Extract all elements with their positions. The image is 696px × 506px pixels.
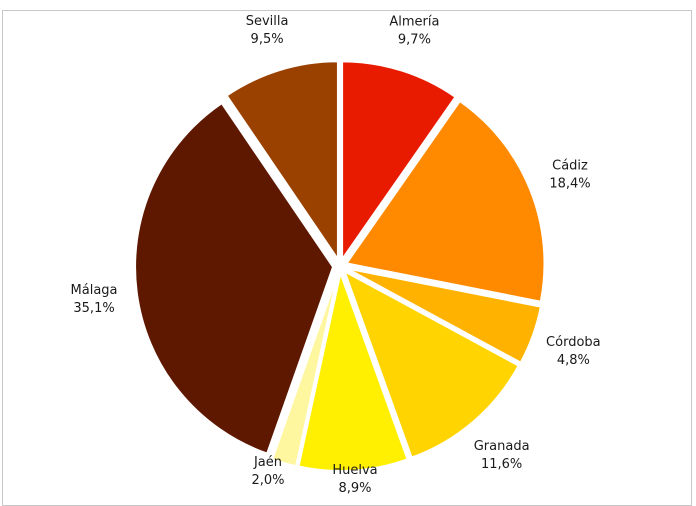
slice-value-granada: 11,6% xyxy=(481,457,522,472)
pie-slice-huelva xyxy=(297,269,409,472)
pie-labels: Almería 9,7% Cádiz 18,4% Córdoba 4,8% Granada 1… xyxy=(71,14,601,496)
slice-value-cadiz: 18,4% xyxy=(549,176,590,191)
slice-value-almeria: 9,7% xyxy=(398,32,431,47)
pie-slice-granada xyxy=(342,269,521,459)
pie-slice-almeria xyxy=(341,60,457,263)
slice-label-malaga: Málaga xyxy=(71,283,118,298)
slice-value-cordoba: 4,8% xyxy=(557,353,590,368)
pie-slice-cadiz xyxy=(344,99,546,303)
slice-label-granada: Granada xyxy=(474,439,530,454)
slice-value-jaen: 2,0% xyxy=(251,473,284,488)
slice-value-sevilla: 9,5% xyxy=(251,32,284,47)
slice-label-sevilla: Sevilla xyxy=(246,14,289,29)
slice-label-cordoba: Córdoba xyxy=(546,335,601,350)
slice-label-almeria: Almería xyxy=(389,14,439,29)
slice-value-malaga: 35,1% xyxy=(73,301,114,316)
slice-value-huelva: 8,9% xyxy=(338,481,371,496)
pie-slice-malaga xyxy=(134,101,335,455)
slice-label-huelva: Huelva xyxy=(332,463,377,478)
pie-slice-sevilla xyxy=(225,60,339,263)
slice-label-jaen: Jaén xyxy=(253,455,282,470)
pie-slice-jaen xyxy=(270,272,340,468)
pie-slice-cordoba xyxy=(346,267,543,365)
pie-slices xyxy=(134,60,546,472)
slice-label-cadiz: Cádiz xyxy=(552,158,588,173)
